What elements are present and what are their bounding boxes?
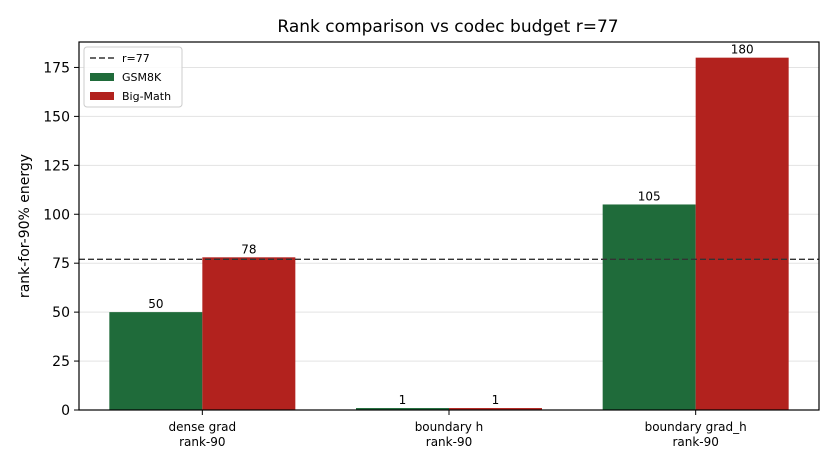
legend-label-reference: r=77: [122, 52, 150, 65]
legend-label-gsm8k: GSM8K: [122, 71, 162, 84]
bar-gsm8k: [356, 408, 449, 410]
bar-big-math: [695, 57, 789, 410]
legend-swatch-big-math: [90, 92, 114, 100]
legend: r=77 GSM8K Big-Math: [83, 46, 183, 108]
y-tick-label: 75: [52, 256, 70, 272]
y-tick-label: 50: [52, 305, 70, 321]
bar-value-label: 180: [731, 43, 754, 57]
legend-label-big-math: Big-Math: [122, 90, 171, 103]
x-tick-label: rank-90: [426, 435, 472, 449]
bar-big-math: [449, 408, 542, 410]
y-tick-label: 125: [43, 158, 70, 174]
y-tick-label: 175: [43, 60, 70, 76]
bars: [109, 57, 789, 410]
bar-gsm8k: [602, 204, 696, 410]
x-tick-label: rank-90: [179, 435, 225, 449]
bar-value-label: 105: [638, 189, 661, 203]
chart-title: Rank comparison vs codec budget r=77: [277, 17, 618, 37]
bar-value-label: 50: [148, 297, 163, 311]
y-tick-label: 0: [61, 403, 70, 419]
x-tick-label: dense grad: [169, 420, 237, 434]
y-tick-label: 100: [43, 207, 70, 223]
bar-value-label: 78: [241, 242, 256, 256]
bar-value-label: 1: [399, 393, 407, 407]
bar-value-label: 1: [492, 393, 500, 407]
data-labels: 50 78 1 1 105 180: [148, 43, 753, 407]
x-tick-label: boundary h: [415, 420, 484, 434]
bar-big-math: [202, 257, 296, 410]
y-tick-label: 25: [52, 354, 70, 370]
y-tick-label: 150: [43, 109, 70, 125]
plot-frame: [78, 41, 820, 411]
legend-swatch-gsm8k: [90, 73, 114, 81]
x-tick-label: rank-90: [672, 435, 718, 449]
x-tick-label: boundary grad_h: [645, 420, 747, 434]
y-axis-label: rank-for-90% energy: [17, 154, 33, 298]
bar-gsm8k: [109, 312, 203, 410]
